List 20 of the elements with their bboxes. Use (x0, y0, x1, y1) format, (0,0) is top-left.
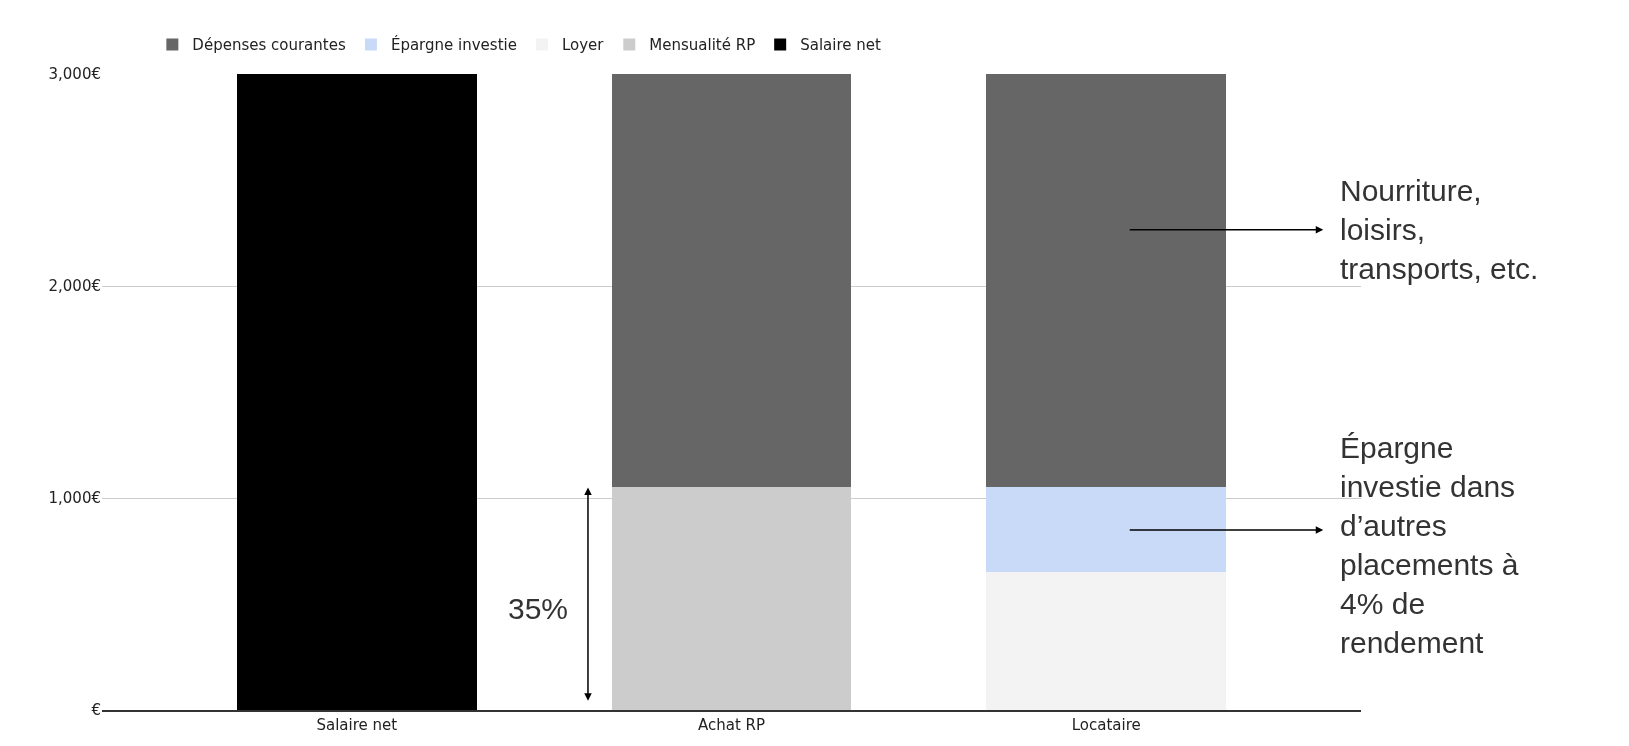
legend-label: Salaire net (800, 36, 881, 55)
legend-label: Loyer (561, 36, 605, 55)
bar (986, 74, 1226, 487)
y-tick-label: 3,000€ (48, 65, 101, 84)
x-tick-label: Achat RP (697, 716, 766, 734)
y-tick-label: € (91, 701, 101, 720)
annotation: Nourriture, loisirs, transports, etc. (1340, 174, 1539, 285)
bar (986, 572, 1226, 710)
legend-label: Mensualité RP (649, 36, 756, 55)
annotation: 35% (508, 592, 569, 625)
annotation: Épargne investie dans d’autres placements à 4% de rendement (1340, 431, 1519, 659)
x-tick-label: Salaire net (316, 716, 398, 734)
bar (612, 74, 851, 487)
y-tick-label: 1,000€ (48, 489, 101, 508)
legend-label: Épargne investie (390, 35, 517, 55)
bar (237, 74, 477, 710)
x-tick-label: Locataire (1071, 716, 1141, 734)
y-tick-label: 2,000€ (48, 277, 101, 296)
legend-label: Dépenses courantes (192, 36, 346, 55)
bar (986, 487, 1226, 572)
